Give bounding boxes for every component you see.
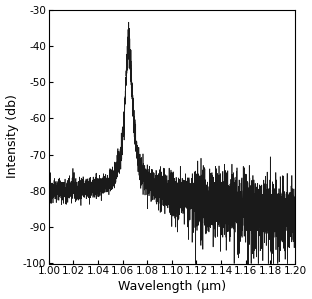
Y-axis label: Intensity (db): Intensity (db) (6, 94, 18, 179)
X-axis label: Wavelength (μm): Wavelength (μm) (118, 280, 226, 293)
